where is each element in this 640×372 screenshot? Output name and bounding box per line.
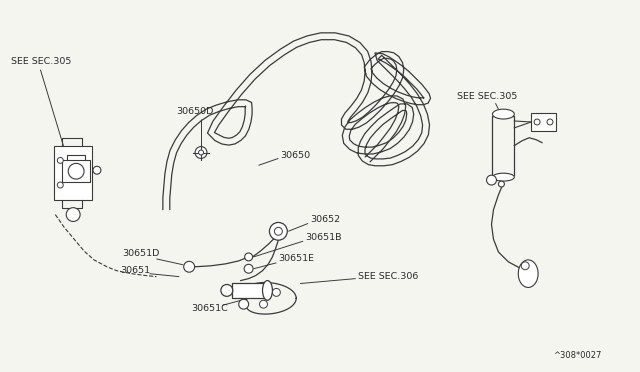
Ellipse shape [518,260,538,288]
Circle shape [244,264,253,273]
Text: 30651D: 30651D [122,250,159,259]
Circle shape [260,300,268,308]
Circle shape [499,181,504,187]
Text: SEE SEC.305: SEE SEC.305 [457,92,517,101]
Circle shape [244,253,253,261]
Circle shape [68,163,84,179]
Text: 30651: 30651 [120,266,150,275]
Circle shape [269,222,287,240]
Circle shape [534,119,540,125]
Text: SEE SEC.305: SEE SEC.305 [11,57,71,66]
Circle shape [58,157,63,163]
Text: 30651B: 30651B [305,233,342,242]
Circle shape [521,262,529,270]
Bar [54,145,92,200]
Text: 30651C: 30651C [191,304,228,312]
Circle shape [184,262,195,272]
Circle shape [275,227,282,235]
Circle shape [66,208,80,221]
Text: SEE SEC.306: SEE SEC.306 [358,272,418,281]
Circle shape [198,150,204,155]
Circle shape [547,119,553,125]
Text: 30650: 30650 [280,151,310,160]
Circle shape [93,166,101,174]
Bar [531,113,556,131]
Ellipse shape [493,173,515,181]
Circle shape [486,175,497,185]
Text: 30650D: 30650D [176,107,214,116]
Text: 30652: 30652 [310,215,340,224]
Circle shape [239,299,248,309]
Circle shape [195,147,207,158]
Ellipse shape [262,280,273,300]
Bar [232,283,266,298]
Circle shape [58,182,63,188]
Circle shape [273,288,280,296]
Circle shape [221,285,233,296]
Ellipse shape [493,109,515,119]
Bar [62,160,90,182]
Text: 30651E: 30651E [278,254,314,263]
Text: ^308*0027: ^308*0027 [553,351,602,360]
